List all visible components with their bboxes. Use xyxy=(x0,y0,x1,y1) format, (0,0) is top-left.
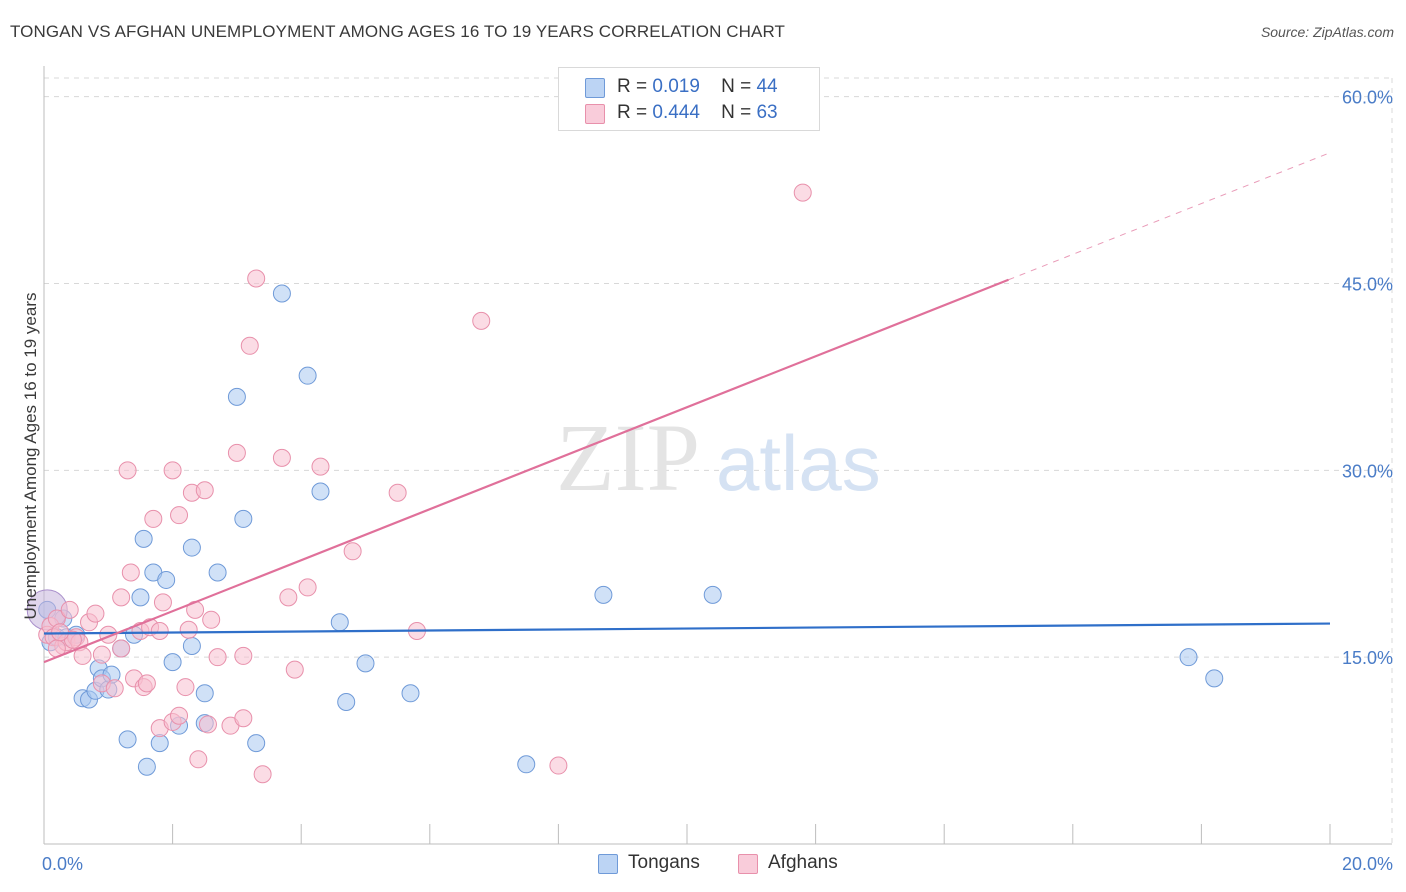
tongan-point-33 xyxy=(298,366,317,385)
afghan-swatch xyxy=(585,104,605,124)
legend-tongan-r-value: 0.019 xyxy=(652,76,700,97)
tongan-point-41 xyxy=(703,585,722,604)
source-label: Source: ZipAtlas.com xyxy=(1260,24,1394,40)
afghan-point-39 xyxy=(198,715,217,734)
afghan-point-19 xyxy=(121,563,140,582)
bottom-tongan-label: Tongans xyxy=(628,852,700,873)
tongan-trendline-0 xyxy=(43,622,1331,635)
tongan-point-37 xyxy=(356,654,375,673)
afghan-point-41 xyxy=(208,648,227,667)
tongan-point-32 xyxy=(272,284,291,303)
afghan-point-18 xyxy=(118,461,137,480)
grid-lines xyxy=(44,77,1393,844)
afghan-point-49 xyxy=(272,448,291,467)
afghan-point-51 xyxy=(285,660,304,679)
y-axis-label: Unemployment Among Ages 16 to 19 years xyxy=(21,293,40,620)
x-tick-label-0: 0.0% xyxy=(42,854,83,874)
watermark: ZIP atlas xyxy=(556,404,881,511)
afghan-point-50 xyxy=(279,588,298,607)
legend-tongan-r-label: R = xyxy=(617,76,648,97)
tongan-point-26 xyxy=(195,684,214,703)
afghan-point-52 xyxy=(298,578,317,597)
y-tick-label-2: 45.0% xyxy=(1342,275,1393,295)
legend-afghan-r-label: R = xyxy=(617,102,648,123)
legend-afghan-n-value: 63 xyxy=(756,102,778,123)
axes xyxy=(43,66,1392,845)
legend-afghan-n-label: N = xyxy=(721,102,752,123)
bottom-afghan-label: Afghans xyxy=(768,852,838,873)
afghan-point-55 xyxy=(388,483,407,502)
tongan-point-29 xyxy=(227,387,246,406)
afghan-point-23 xyxy=(137,674,156,693)
watermark-atlas: atlas xyxy=(716,419,881,507)
afghan-point-28 xyxy=(153,593,172,612)
afghan-trendline-2 xyxy=(1008,152,1331,281)
tongan-point-34 xyxy=(311,482,330,501)
tongan-point-35 xyxy=(330,613,349,632)
afghan-point-15 xyxy=(105,679,124,698)
legend-afghan-r-value: 0.444 xyxy=(652,102,700,123)
tongan-point-38 xyxy=(401,684,420,703)
afghan-point-27 xyxy=(150,622,169,641)
tongan-swatch xyxy=(585,78,605,98)
y-tick-label-1: 30.0% xyxy=(1342,461,1393,481)
afghan-point-25 xyxy=(144,509,163,528)
tongan-point-22 xyxy=(163,653,182,672)
afghan-point-17 xyxy=(112,588,131,607)
afghan-point-47 xyxy=(247,269,266,288)
tongan-point-31 xyxy=(247,734,266,753)
tongan-point-43 xyxy=(1205,669,1224,688)
tongan-point-16 xyxy=(131,588,150,607)
afghan-point-44 xyxy=(234,646,253,665)
afghan-point-46 xyxy=(240,336,259,355)
tongan-point-14 xyxy=(118,730,137,749)
tongan-point-21 xyxy=(157,570,176,589)
afghan-point-6 xyxy=(60,600,79,619)
bottom-tongan-swatch xyxy=(598,854,618,874)
tongan-point-39 xyxy=(517,755,536,774)
watermark-zip: ZIP xyxy=(556,404,700,511)
afghan-trendline-1 xyxy=(43,278,1009,664)
afghan-point-43 xyxy=(227,443,246,462)
afghan-point-53 xyxy=(311,457,330,476)
tongan-point-42 xyxy=(1179,648,1198,667)
afghan-point-30 xyxy=(163,461,182,480)
legend-tongan-n-value: 44 xyxy=(756,76,778,97)
legend: R = 0.019 N = 44 R = 0.444 N = 63 xyxy=(558,67,820,131)
afghan-point-16 xyxy=(112,639,131,658)
tongan-point-36 xyxy=(337,693,356,712)
tongan-point-24 xyxy=(182,538,201,557)
bottom-afghan-swatch xyxy=(738,854,758,874)
y-tick-label-0: 15.0% xyxy=(1342,648,1393,668)
afghan-point-13 xyxy=(92,645,111,664)
afghan-point-33 xyxy=(176,678,195,697)
legend-tongan-n-label: N = xyxy=(721,76,752,97)
afghan-point-34 xyxy=(179,620,198,639)
afghan-point-58 xyxy=(549,756,568,775)
y-tick-label-3: 60.0% xyxy=(1342,88,1393,108)
afghan-point-11 xyxy=(86,604,105,623)
x-tick-label-1: 20.0% xyxy=(1342,854,1393,874)
afghan-point-54 xyxy=(343,542,362,561)
afghan-point-32 xyxy=(170,506,189,525)
tongan-point-18 xyxy=(137,757,156,776)
afghan-point-38 xyxy=(195,481,214,500)
afghan-point-59 xyxy=(793,183,812,202)
chart-title: TONGAN VS AFGHAN UNEMPLOYMENT AMONG AGES… xyxy=(10,22,786,41)
tongan-point-17 xyxy=(134,529,153,548)
afghan-point-37 xyxy=(189,750,208,769)
afghan-point-40 xyxy=(202,610,221,629)
tongan-point-30 xyxy=(234,509,253,528)
afghan-point-45 xyxy=(234,709,253,728)
tongan-point-40 xyxy=(594,585,613,604)
tongan-points xyxy=(26,284,1224,776)
afghan-point-48 xyxy=(253,765,272,784)
tongan-point-25 xyxy=(182,636,201,655)
tongan-point-28 xyxy=(208,563,227,582)
afghan-point-57 xyxy=(472,311,491,330)
afghan-point-31 xyxy=(170,706,189,725)
tick-labels: 15.0% 30.0% 45.0% 60.0% 0.0% 20.0% xyxy=(42,88,1393,874)
trendlines xyxy=(43,152,1331,664)
